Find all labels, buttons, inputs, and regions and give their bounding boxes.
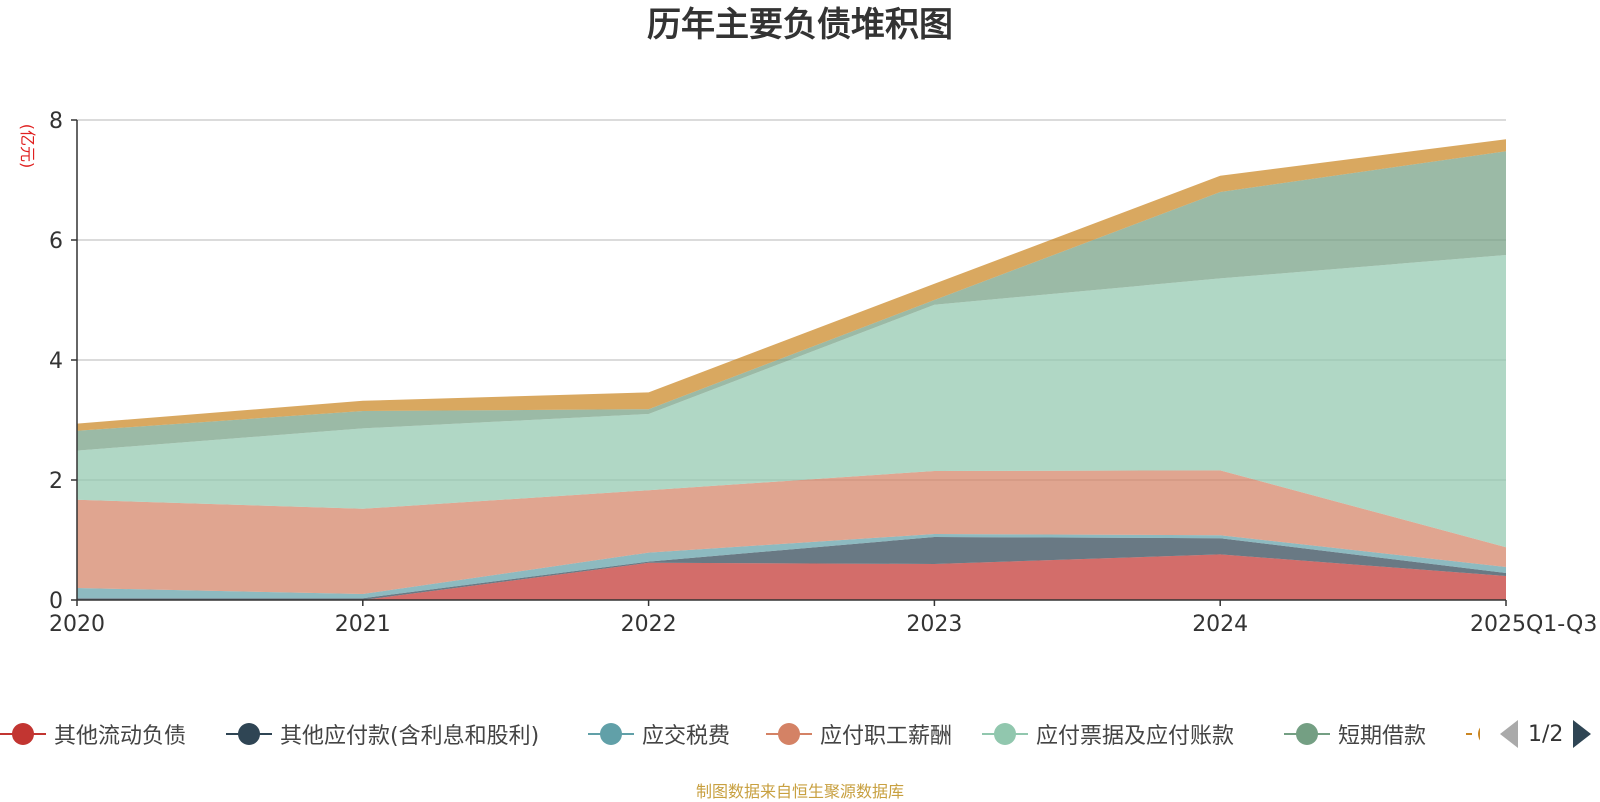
x-tick-label: 2025Q1-Q3 [1470,612,1597,637]
legend-label: 其他流动负债 [54,724,187,749]
area-合同负债[interactable] [77,139,1506,431]
x-tick-label: 2024 [1192,612,1248,637]
y-tick-label: 6 [49,229,63,254]
legend-label: 应付职工薪酬 [820,724,953,749]
legend-marker-icon [1284,716,1330,752]
legend-marker-icon [226,716,272,752]
data-source-note: 制图数据来自恒生聚源数据库 [695,782,904,801]
y-tick-label: 8 [49,109,63,134]
legend-item[interactable]: 应付票据及应付账款 [982,716,1234,752]
area-应付职工薪酬[interactable] [77,470,1506,594]
legend-item[interactable]: 短期借款 [1284,716,1426,752]
legend-marker-icon [766,716,812,752]
area-其他流动负债[interactable] [77,554,1506,600]
legend-next-page-icon[interactable] [1573,720,1592,748]
legend-marker-icon [1466,716,1480,752]
legend-item[interactable]: 应付职工薪酬 [766,716,952,752]
chart-title: 历年主要负债堆积图 [647,5,953,45]
legend-prev-page-icon[interactable] [1500,720,1518,748]
x-tick-label: 2022 [621,612,677,637]
legend-label: 应交税费 [642,724,731,749]
legend-item[interactable]: 应交税费 [588,716,730,752]
legend-label: 其他应付款(含利息和股利) [280,724,540,749]
legend-page-indicator: 1/2 [1528,721,1564,747]
area-短期借款[interactable] [77,151,1506,451]
axes: 0 2 4 6 8 2020 2021 2022 2023 2024 2025Q1-Q3 [49,109,1597,637]
area-其他应付款(含利息和股利)[interactable] [77,537,1506,600]
legend-label: 应付票据及应付账款 [1036,724,1235,749]
legend-marker-icon [588,716,634,752]
y-tick-label: 2 [49,469,63,494]
legend-item[interactable]: 其他流动负债 [0,716,186,752]
legend-pager: 1/2 [1500,716,1592,752]
area-应交税费[interactable] [77,534,1506,599]
y-axis-unit-label: (亿元) [18,124,37,169]
x-tick-label: 2021 [335,612,391,637]
legend-item-clipped [1466,716,1480,752]
legend: 其他流动负债 其他应付款(含利息和股利) 应交税费 应付职工薪酬 应付票据及应付账款 短期… [0,716,1600,752]
area-应付票据及应付账款[interactable] [77,255,1506,548]
legend-label: 短期借款 [1338,724,1427,749]
legend-item[interactable]: 其他应付款(含利息和股利) [226,716,539,752]
x-tick-label: 2020 [49,612,105,637]
y-tick-label: 0 [49,589,63,614]
legend-marker-icon [982,716,1028,752]
area-series [77,139,1506,600]
y-tick-label: 4 [49,349,63,374]
x-tick-label: 2023 [906,612,962,637]
legend-marker-icon [0,716,46,752]
